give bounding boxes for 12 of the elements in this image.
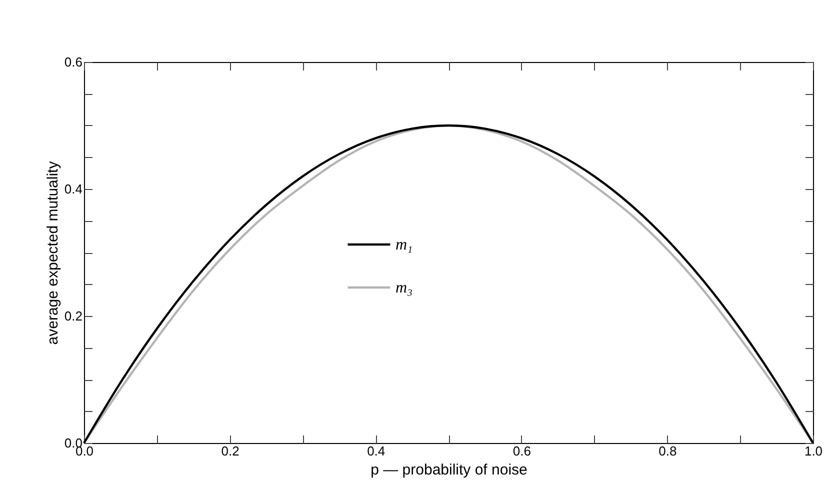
- y-tick-label: 0.4: [64, 182, 82, 196]
- y-tick-label: 0.6: [64, 54, 82, 70]
- x-tick-label: 0.2: [221, 444, 240, 458]
- x-tick-label: 0.6: [512, 444, 531, 458]
- legend-label: m₃: [395, 280, 413, 297]
- x-axis-title: p — probability of noise: [370, 462, 528, 478]
- x-tick-label: 1.0: [804, 444, 823, 458]
- legend-label: m₁: [395, 236, 413, 254]
- y-tick-label: 0.2: [64, 308, 82, 324]
- x-tick-label: 0.8: [658, 444, 677, 458]
- y-axis-title: average expected mutuality: [44, 160, 62, 345]
- x-tick-label: 0.4: [367, 444, 386, 458]
